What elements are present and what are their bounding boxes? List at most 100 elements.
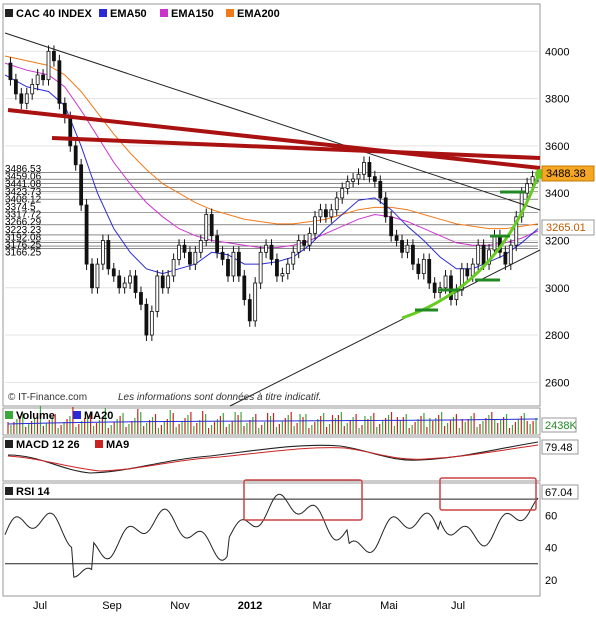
candle-body <box>329 209 334 218</box>
ref-price-label: 3265.01 <box>546 222 586 234</box>
level-label: 3486.53 <box>5 164 42 175</box>
candle-body <box>400 240 404 253</box>
candle-body <box>508 244 513 265</box>
candle-body <box>481 244 486 265</box>
candle-body <box>193 251 198 265</box>
legend-macd: MACD 12 26 <box>16 439 80 451</box>
candle-body <box>226 258 230 277</box>
candle-body <box>79 164 84 206</box>
candle-body <box>215 235 220 253</box>
candle-body <box>530 176 535 185</box>
candle-body <box>149 311 154 336</box>
x-axis: Jul Sep Nov 2012 Mar Mai Jul <box>33 600 465 612</box>
candle-body <box>35 74 40 85</box>
volume-legend: Volume MA20 <box>5 410 113 422</box>
legend-ema50: EMA50 <box>110 8 147 20</box>
candle-body <box>459 268 464 291</box>
candle-body <box>171 258 176 277</box>
candle-body <box>334 197 339 211</box>
rsi-tick-label: 20 <box>545 575 557 587</box>
candle-body <box>166 275 171 289</box>
rsi-legend: RSI 14 <box>5 486 51 498</box>
legend-volume: Volume <box>16 410 55 422</box>
candle-body <box>362 162 366 175</box>
legend-swatch-ema150 <box>160 9 168 17</box>
price-tick-label: 2600 <box>545 377 569 389</box>
level-label: 3408.12 <box>5 194 42 205</box>
candle-body <box>421 258 426 274</box>
price-tick-label: 3200 <box>545 235 569 247</box>
rsi-tick-label: 40 <box>545 543 557 555</box>
chart-title: CAC 40 INDEX <box>16 8 92 20</box>
x-tick-label: Mai <box>380 600 398 612</box>
horizontal-levels: 3486.533459.063441.083423.733408.123374.… <box>5 164 538 259</box>
candle-body <box>220 251 225 260</box>
macd-legend: MACD 12 26 MA9 <box>5 439 129 451</box>
candle-body <box>280 273 285 277</box>
candle-body <box>503 251 508 265</box>
candle-body <box>313 216 317 234</box>
legend-rsi: RSI 14 <box>16 486 51 498</box>
legend-swatch-cac <box>5 9 13 17</box>
candle-body <box>269 244 274 260</box>
candle-body <box>95 263 100 289</box>
candle-body <box>24 93 29 104</box>
x-tick-label: Jul <box>33 600 47 612</box>
candle-body <box>394 235 399 241</box>
level-label: 3317.72 <box>5 210 42 221</box>
candle-body <box>90 263 94 289</box>
candle-body <box>100 240 105 265</box>
rsi-last-value: 67.04 <box>545 487 573 499</box>
red-trendline-short <box>51 136 541 160</box>
candle-body <box>427 258 432 284</box>
candle-body <box>291 251 296 265</box>
candle-body <box>84 204 89 265</box>
candle-body <box>52 50 56 62</box>
candle-body <box>351 178 355 182</box>
resistance-trendline <box>4 32 541 211</box>
red-trendline-long <box>7 108 541 170</box>
candle-body <box>302 240 307 246</box>
price-tick-label: 3800 <box>545 94 569 106</box>
watermark: © IT-Finance.com <box>8 392 87 403</box>
candle-body <box>133 275 138 293</box>
candle-body <box>492 235 497 251</box>
macd-ma9-line <box>7 444 539 472</box>
candle-body <box>73 145 78 166</box>
candle-body <box>367 162 372 178</box>
candle-body <box>19 93 24 104</box>
candle-body <box>476 244 481 265</box>
price-axis: 2600 2800 3000 3200 3400 3600 3800 4000 <box>545 46 569 389</box>
candle-body <box>372 176 377 182</box>
price-tick-label: 4000 <box>545 46 569 58</box>
legend-swatch-rsi <box>5 487 13 495</box>
rsi-lines: 20 40 60 <box>4 477 557 587</box>
candle-body <box>275 258 279 277</box>
candle-body <box>378 180 383 199</box>
level-label: 3166.25 <box>5 248 42 259</box>
volume-bars <box>7 406 539 434</box>
candle-body <box>296 240 301 253</box>
candle-body <box>449 275 453 300</box>
candle-body <box>514 216 519 246</box>
candle-body <box>253 282 258 322</box>
candle-body <box>236 251 241 277</box>
disclaimer: Les informations sont données à titre in… <box>118 392 321 403</box>
x-tick-label: Mar <box>313 600 332 612</box>
price-tick-label: 3000 <box>545 283 569 295</box>
rsi-line <box>4 493 539 578</box>
candle-body <box>8 62 13 81</box>
candle-body <box>340 188 345 199</box>
legend-swatch-ma9 <box>95 440 103 448</box>
legend-swatch-ema50 <box>99 9 107 17</box>
candle-body <box>46 50 51 81</box>
legend-swatch-ma20 <box>73 411 81 419</box>
price-tick-label: 2800 <box>545 330 569 342</box>
rsi-tick-label: 60 <box>545 510 557 522</box>
level-label: 3441.08 <box>5 179 42 190</box>
legend-ema200: EMA200 <box>237 8 280 20</box>
candle-body <box>188 251 192 265</box>
price-tick-label: 3600 <box>545 141 569 153</box>
macd-badge <box>541 439 579 455</box>
